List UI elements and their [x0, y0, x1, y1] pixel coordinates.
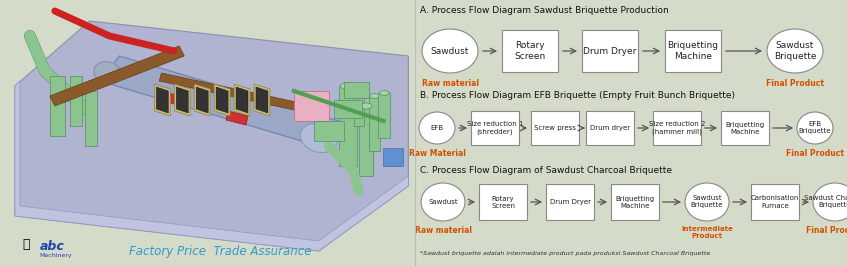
Ellipse shape — [369, 94, 379, 98]
FancyBboxPatch shape — [379, 93, 390, 138]
Text: EFB
Briquette: EFB Briquette — [799, 122, 831, 135]
Text: EFB: EFB — [430, 125, 444, 131]
FancyBboxPatch shape — [50, 76, 64, 136]
Ellipse shape — [379, 91, 390, 95]
Polygon shape — [160, 92, 182, 106]
Polygon shape — [174, 84, 191, 116]
Text: Raw Material: Raw Material — [408, 149, 466, 158]
Ellipse shape — [421, 183, 465, 221]
FancyBboxPatch shape — [471, 111, 519, 145]
FancyBboxPatch shape — [69, 76, 81, 126]
FancyBboxPatch shape — [479, 184, 527, 220]
Ellipse shape — [419, 112, 455, 144]
Polygon shape — [157, 87, 169, 113]
Ellipse shape — [685, 183, 729, 221]
Polygon shape — [154, 84, 170, 116]
Text: Factory Price  Trade Assurance: Factory Price Trade Assurance — [130, 244, 312, 257]
Text: Final Product: Final Product — [806, 226, 847, 235]
Ellipse shape — [767, 29, 823, 73]
Text: Rotary
Screen: Rotary Screen — [514, 41, 545, 61]
Text: Drum Dryer: Drum Dryer — [550, 199, 590, 205]
Ellipse shape — [340, 82, 355, 90]
Text: Screw press: Screw press — [534, 125, 576, 131]
Text: Drum dryer: Drum dryer — [590, 125, 630, 131]
Polygon shape — [214, 84, 230, 116]
FancyBboxPatch shape — [721, 111, 769, 145]
Text: Briquetting
Machine: Briquetting Machine — [667, 41, 718, 61]
Text: Size reduction 1
(shredder): Size reduction 1 (shredder) — [467, 121, 523, 135]
FancyBboxPatch shape — [531, 111, 579, 145]
Ellipse shape — [813, 183, 847, 221]
Text: *Sawdust briquette adalah intermediate product pada produksi Sawdust Charcoal Br: *Sawdust briquette adalah intermediate p… — [420, 251, 711, 256]
Polygon shape — [159, 73, 301, 111]
Text: Sawdust
Briquette: Sawdust Briquette — [691, 196, 723, 209]
Polygon shape — [50, 46, 185, 106]
Text: Raw material: Raw material — [414, 226, 472, 235]
FancyBboxPatch shape — [294, 91, 329, 121]
FancyBboxPatch shape — [384, 148, 403, 166]
Text: Sawdust
Briquette: Sawdust Briquette — [774, 41, 817, 61]
FancyBboxPatch shape — [344, 82, 368, 98]
Text: Sawdust: Sawdust — [431, 47, 469, 56]
Ellipse shape — [355, 84, 363, 88]
Polygon shape — [194, 84, 210, 116]
Polygon shape — [15, 21, 408, 251]
FancyBboxPatch shape — [611, 184, 659, 220]
Ellipse shape — [94, 62, 121, 84]
Polygon shape — [197, 87, 208, 113]
FancyBboxPatch shape — [339, 86, 357, 166]
Ellipse shape — [422, 29, 478, 73]
Text: B. Process Flow Diagram EFB Briquette (Empty Fruit Bunch Briquette): B. Process Flow Diagram EFB Briquette (E… — [420, 91, 735, 100]
Ellipse shape — [797, 112, 833, 144]
Text: Briquetting
Machine: Briquetting Machine — [725, 122, 765, 135]
Text: 🔥: 🔥 — [22, 238, 30, 251]
Polygon shape — [256, 87, 268, 113]
FancyBboxPatch shape — [334, 100, 362, 118]
FancyBboxPatch shape — [751, 184, 799, 220]
Polygon shape — [176, 87, 188, 113]
Text: Raw material: Raw material — [422, 79, 479, 88]
Text: Sawdust: Sawdust — [429, 199, 458, 205]
Text: Size reduction 2
(hammer mill): Size reduction 2 (hammer mill) — [649, 121, 706, 135]
Ellipse shape — [360, 103, 372, 109]
Polygon shape — [254, 84, 270, 116]
Text: C. Process Flow Diagram of Sawdust Charcoal Briquette: C. Process Flow Diagram of Sawdust Charc… — [420, 166, 672, 175]
FancyBboxPatch shape — [368, 96, 380, 151]
Ellipse shape — [300, 123, 337, 153]
Text: Final Product: Final Product — [766, 79, 824, 88]
FancyBboxPatch shape — [665, 30, 721, 72]
FancyBboxPatch shape — [353, 86, 363, 126]
Text: Briquetting
Machine: Briquetting Machine — [616, 196, 655, 209]
Polygon shape — [216, 87, 228, 113]
Polygon shape — [226, 111, 248, 125]
Polygon shape — [15, 81, 408, 251]
Text: Intermediate
Product: Intermediate Product — [681, 226, 733, 239]
Text: Rotary
Screen: Rotary Screen — [491, 196, 515, 209]
FancyBboxPatch shape — [546, 184, 594, 220]
FancyBboxPatch shape — [653, 111, 701, 145]
Text: A. Process Flow Diagram Sawdust Briquette Production: A. Process Flow Diagram Sawdust Briquett… — [420, 6, 669, 15]
FancyBboxPatch shape — [85, 91, 97, 146]
FancyBboxPatch shape — [586, 111, 634, 145]
FancyBboxPatch shape — [502, 30, 558, 72]
Text: Sawdust Charcoal
Briquette: Sawdust Charcoal Briquette — [804, 196, 847, 209]
Polygon shape — [234, 84, 250, 116]
Text: abc: abc — [40, 240, 64, 253]
FancyBboxPatch shape — [313, 121, 344, 141]
Text: Carbonisation
Furnace: Carbonisation Furnace — [750, 196, 800, 209]
Text: Machinery: Machinery — [40, 253, 73, 259]
Polygon shape — [100, 56, 339, 146]
Text: Drum Dryer: Drum Dryer — [584, 47, 637, 56]
Polygon shape — [236, 87, 248, 113]
FancyBboxPatch shape — [358, 106, 374, 176]
Text: Final Product: Final Product — [786, 149, 844, 158]
FancyBboxPatch shape — [582, 30, 638, 72]
